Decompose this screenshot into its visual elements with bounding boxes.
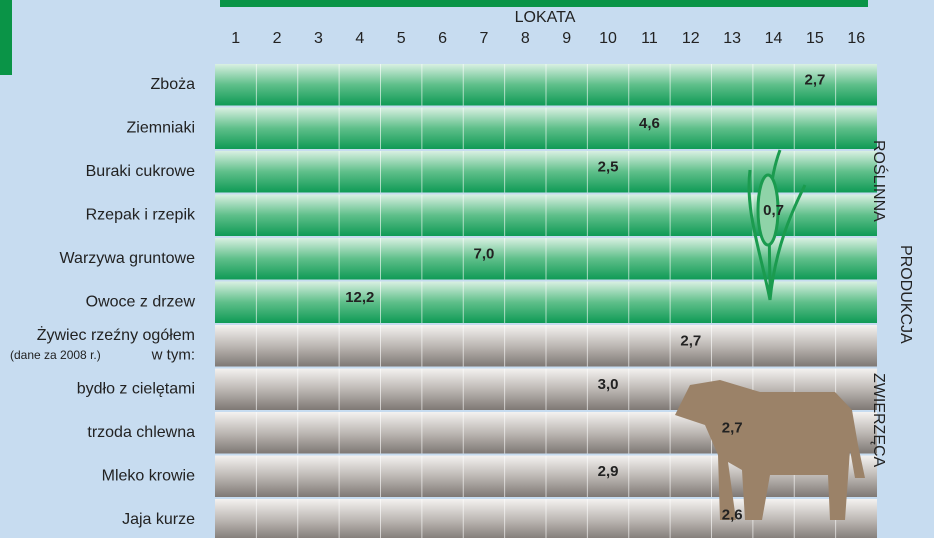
column-label: 16 (847, 30, 865, 47)
row-label: Żywiec rzeźny ogółem (37, 325, 195, 344)
column-label: 13 (723, 30, 741, 47)
value-label: 12,2 (345, 289, 374, 306)
row-note: (dane za 2008 r.) (10, 348, 101, 362)
accent-strip (0, 0, 12, 75)
side-label: ZWIERZĘCA (870, 373, 887, 468)
row-label: Owoce z drzew (86, 293, 196, 310)
column-label: 11 (641, 30, 658, 47)
row-label: Mleko krowie (102, 467, 195, 484)
value-label: 4,6 (639, 115, 660, 132)
header-bar (220, 0, 868, 7)
column-label: 10 (599, 30, 617, 47)
row-label: Warzywa gruntowe (60, 250, 196, 267)
value-label: 2,7 (680, 333, 701, 350)
side-label: PRODUKCJA (897, 245, 914, 344)
column-label: 7 (479, 30, 488, 47)
row-label: Ziemniaki (127, 119, 195, 136)
column-label: 12 (682, 30, 700, 47)
value-label: 2,7 (722, 420, 743, 437)
value-label: 2,5 (598, 159, 619, 176)
value-label: 0,7 (763, 202, 784, 219)
column-label: 5 (397, 30, 406, 47)
column-label: 1 (231, 30, 240, 47)
column-label: 3 (314, 30, 323, 47)
row-label: bydło z cielętami (77, 380, 195, 397)
value-label: 2,7 (805, 72, 826, 89)
column-label: 9 (562, 30, 571, 47)
row-label: Jaja kurze (122, 511, 195, 528)
row-note: w tym: (151, 347, 195, 364)
column-label: 15 (806, 30, 824, 47)
column-label: 14 (765, 30, 783, 47)
column-label: 8 (521, 30, 530, 47)
infographic: LOKATA 12345678910111213141516ZbożaZiemn… (0, 0, 934, 538)
side-label: ROŚLINNA (870, 140, 889, 222)
row-label: trzoda chlewna (87, 424, 195, 441)
value-label: 3,0 (598, 376, 619, 393)
value-label: 2,9 (598, 463, 619, 480)
column-label: 6 (438, 30, 447, 47)
value-label: 7,0 (474, 246, 495, 263)
header-title: LOKATA (515, 9, 576, 26)
row-label: Rzepak i rzepik (86, 206, 196, 223)
column-label: 4 (355, 30, 364, 47)
row-label: Zboża (151, 76, 196, 93)
row-label: Buraki cukrowe (86, 163, 195, 180)
column-label: 2 (273, 30, 282, 47)
value-label: 2,6 (722, 507, 743, 524)
